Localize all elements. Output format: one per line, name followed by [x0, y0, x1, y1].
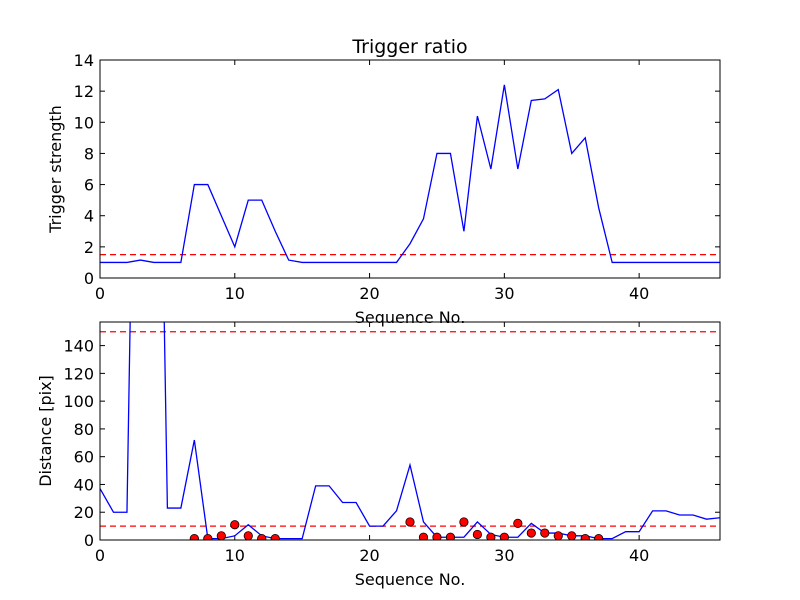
series-line: [100, 84, 720, 264]
data-point: [257, 534, 267, 540]
data-point: [472, 529, 482, 540]
y-tick-label: 140: [63, 337, 94, 356]
series-line: [100, 322, 720, 540]
data-point: [432, 532, 442, 540]
data-point: [243, 531, 253, 540]
data-point: [405, 517, 415, 527]
data-point: [540, 528, 550, 538]
data-point: [216, 531, 226, 540]
y-tick-label: 20: [74, 503, 94, 522]
x-tick-label: 0: [95, 546, 105, 565]
x-axis-label: Sequence No.: [355, 570, 466, 589]
y-tick-label: 4: [84, 207, 94, 226]
x-axis-label: Sequence No.: [355, 308, 466, 327]
y-axis-label: Trigger strength: [46, 105, 65, 234]
data-point: [445, 532, 456, 540]
series-lines: [100, 84, 720, 264]
data-point: [526, 528, 536, 538]
y-tick-label: 2: [84, 238, 94, 257]
x-tick-label: 10: [225, 284, 245, 303]
data-point: [594, 534, 604, 540]
plot-area: [100, 322, 720, 540]
y-tick-label: 0: [84, 269, 94, 288]
x-tick-label: 20: [359, 546, 379, 565]
y-tick-label: 10: [74, 113, 94, 132]
data-point: [203, 534, 213, 540]
data-point: [230, 520, 240, 530]
plot-area: [100, 84, 720, 264]
data-point: [486, 532, 496, 540]
x-tick-label: 40: [629, 546, 649, 565]
series-lines: [100, 322, 720, 540]
y-tick-label: 8: [84, 144, 94, 163]
x-tick-label: 20: [359, 284, 379, 303]
x-tick-label: 10: [225, 546, 245, 565]
data-point: [513, 518, 523, 528]
data-point: [553, 531, 563, 540]
y-tick-label: 0: [84, 531, 94, 550]
y-tick-label: 14: [74, 51, 94, 70]
distance-plot: Sequence No. Distance [pix] 0 10 20 30 40 0 20…: [36, 321, 721, 589]
data-point: [499, 532, 509, 540]
axis-ticks: 0 10 20 30 40 0 20 40 60 80 100 120 140: [63, 322, 720, 565]
x-tick-label: 30: [494, 284, 514, 303]
x-tick-label: 0: [95, 284, 105, 303]
y-tick-label: 120: [63, 364, 94, 383]
y-tick-label: 100: [63, 392, 94, 411]
data-point: [270, 534, 280, 540]
trigger-ratio-plot: Trigger ratio Sequence No. Trigger stren…: [46, 36, 721, 327]
y-tick-label: 12: [74, 82, 94, 101]
x-tick-label: 40: [629, 284, 649, 303]
y-tick-label: 60: [74, 448, 94, 467]
data-point: [567, 531, 577, 540]
y-tick-label: 6: [84, 176, 94, 195]
y-tick-label: 40: [74, 475, 94, 494]
chart-title: Trigger ratio: [351, 36, 467, 58]
data-point: [459, 517, 469, 527]
data-point: [580, 534, 590, 540]
x-tick-label: 30: [494, 546, 514, 565]
data-point: [189, 534, 199, 540]
plot-frame: [99, 59, 721, 279]
y-tick-label: 80: [74, 420, 94, 439]
y-axis-label: Distance [pix]: [36, 375, 55, 487]
data-point: [418, 532, 429, 540]
plot-frame: [99, 321, 721, 541]
